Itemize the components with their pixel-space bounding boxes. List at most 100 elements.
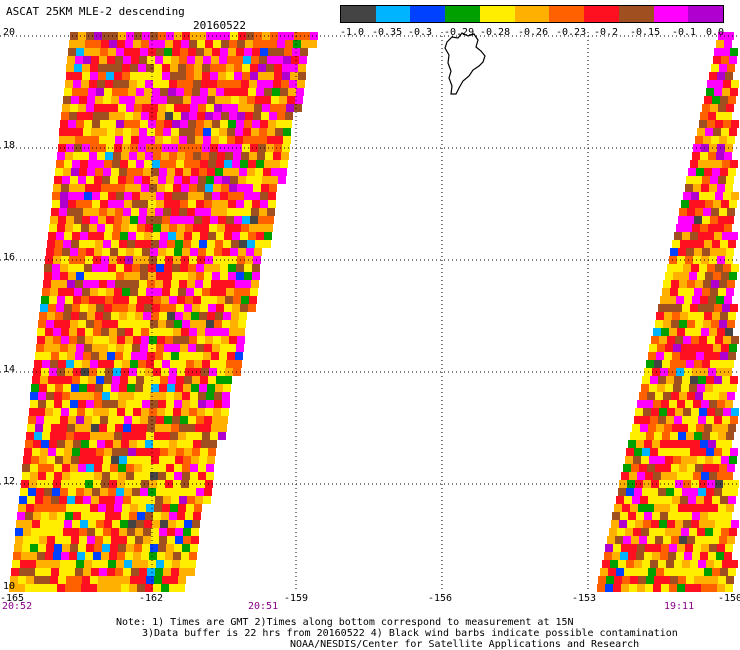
swath-cell (719, 536, 727, 544)
swath-cell (180, 488, 188, 496)
swath-cell (627, 520, 635, 528)
swath-cell (246, 32, 254, 40)
swath-cell (32, 448, 40, 456)
swath-cell (198, 320, 206, 328)
swath-cell (728, 424, 736, 432)
swath-cell (88, 376, 96, 384)
swath-cell (710, 432, 718, 440)
swath-cell (683, 336, 691, 344)
swath-cell (132, 192, 140, 200)
swath-cell (70, 400, 78, 408)
swath-cell (724, 40, 732, 48)
colorbar-tick: -0.15 (630, 27, 661, 38)
swath-cell (150, 400, 158, 408)
swath-cell (151, 168, 159, 176)
swath-cell (30, 392, 38, 400)
swath-cell (699, 264, 707, 272)
swath-cell (69, 40, 77, 48)
swath-cell (181, 112, 189, 120)
swath-cell (708, 512, 716, 520)
swath-cell (153, 152, 161, 160)
swath-cell (645, 544, 653, 552)
swath-cell (221, 336, 229, 344)
swath-cell (134, 320, 142, 328)
swath-cell (110, 104, 118, 112)
swath-cell (76, 120, 84, 128)
swath-cell (198, 176, 206, 184)
swath-cell (54, 392, 62, 400)
swath-cell (157, 408, 165, 416)
swath-cell (53, 184, 61, 192)
swath-cell (194, 360, 202, 368)
swath-cell (680, 568, 688, 576)
swath-cell (83, 208, 91, 216)
swath-cell (648, 568, 656, 576)
swath-cell (731, 336, 739, 344)
swath-cell (94, 472, 102, 480)
swath-cell (214, 32, 222, 40)
swath-cell (720, 424, 728, 432)
swath-cell (730, 48, 738, 56)
swath-cell (715, 480, 723, 488)
swath-cell (52, 560, 60, 568)
swath-cell (134, 464, 142, 472)
swath-cell (78, 320, 86, 328)
swath-cell (125, 328, 133, 336)
swath-cell (237, 328, 245, 336)
swath-cell (717, 400, 725, 408)
swath-cell (244, 272, 252, 280)
swath-cell (144, 304, 152, 312)
swath-cell (134, 400, 142, 408)
swath-cell (75, 128, 83, 136)
swath-cell (119, 240, 127, 248)
swath-cell (270, 176, 278, 184)
swath-cell (236, 344, 244, 352)
swath-cell (194, 144, 202, 152)
swath-cell (54, 176, 62, 184)
swath-cell (140, 488, 148, 496)
swath-cell (142, 544, 150, 552)
swath-cell (70, 392, 78, 400)
swath-cell (283, 56, 291, 64)
swath-cell (647, 536, 655, 544)
swath-cell (147, 56, 155, 64)
swath-cell (730, 88, 738, 96)
swath-cell (690, 232, 698, 240)
swath-cell (163, 56, 171, 64)
swath-cell (672, 352, 680, 360)
swath-cell (132, 120, 140, 128)
swath-cell (661, 400, 669, 408)
swath-cell (238, 32, 246, 40)
swath-cell (637, 544, 645, 552)
swath-cell (163, 568, 171, 576)
swath-cell (713, 200, 721, 208)
swath-cell (129, 296, 137, 304)
swath-cell (136, 160, 144, 168)
swath-cell (717, 472, 725, 480)
swath-cell (95, 168, 103, 176)
swath-cell (703, 320, 711, 328)
swath-cell (667, 264, 675, 272)
swath-cell (721, 456, 729, 464)
swath-cell (174, 320, 182, 328)
swath-cell (629, 584, 637, 592)
swath-cell (87, 168, 95, 176)
swath-cell (127, 240, 135, 248)
swath-cell (267, 208, 275, 216)
swath-cell (116, 272, 124, 280)
swath-cell (168, 448, 176, 456)
swath-cell (91, 496, 99, 504)
swath-cell (730, 448, 738, 456)
swath-cell (108, 560, 116, 568)
swath-cell (173, 336, 181, 344)
swath-cell (688, 352, 696, 360)
swath-cell (58, 216, 66, 224)
swath-cell (232, 160, 240, 168)
swath-cell (705, 384, 713, 392)
swath-cell (104, 88, 112, 96)
swath-cell (165, 328, 173, 336)
swath-cell (131, 56, 139, 64)
swath-cell (243, 208, 251, 216)
swath-cell (21, 552, 29, 560)
swath-cell (142, 464, 150, 472)
